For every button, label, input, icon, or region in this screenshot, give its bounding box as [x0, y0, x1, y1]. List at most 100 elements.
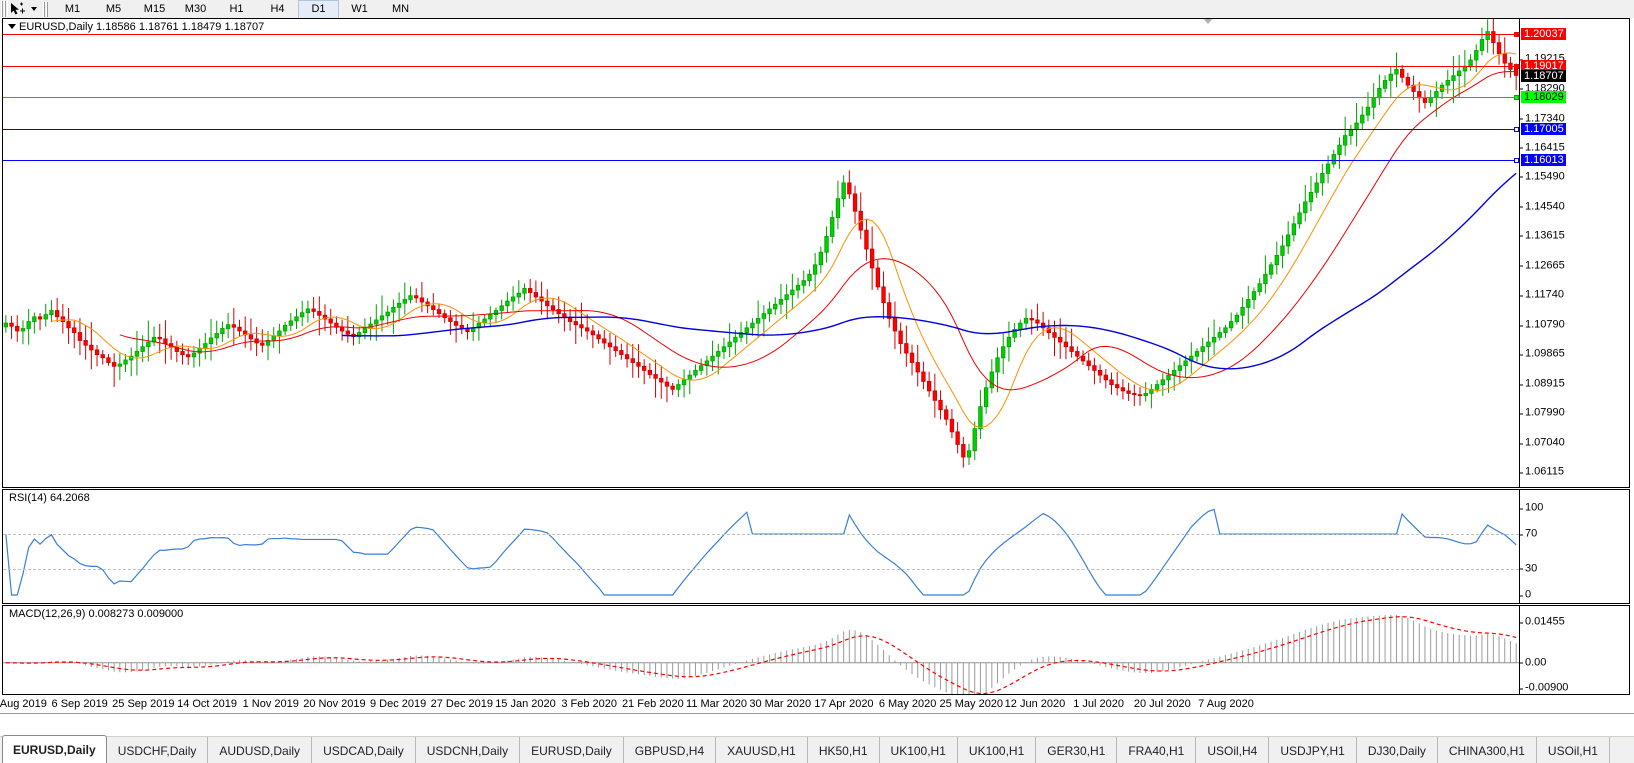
level-drag-handle[interactable] — [1514, 63, 1519, 69]
price-tick: 1.08915 — [1520, 377, 1565, 390]
macd-tick: -0.00900 — [1519, 681, 1569, 694]
price-tick: 1.06115 — [1520, 465, 1564, 478]
date-axis-label: 3 Feb 2020 — [561, 698, 617, 710]
chart-tab[interactable]: GBPUSD,H4 — [623, 737, 717, 763]
chart-tab[interactable]: EURUSD,Daily — [2, 735, 107, 763]
price-tick: 1.11740 — [1520, 288, 1564, 301]
chart-tab[interactable]: AUDUSD,Daily — [208, 737, 313, 763]
date-axis-label: 14 Oct 2019 — [177, 698, 238, 710]
date-axis-label: 17 Apr 2020 — [814, 698, 874, 710]
chart-tab[interactable]: USDJPY,H1 — [1269, 737, 1357, 763]
date-axis-label: 12 Jun 2020 — [1004, 698, 1066, 710]
date-axis-label: 15 Jan 2020 — [495, 698, 556, 710]
price-scale[interactable]: 1.192151.182901.173401.164151.154901.145… — [1519, 19, 1629, 487]
candlestick-series — [3, 19, 1519, 468]
timeframe-button-mn[interactable]: MN — [391, 3, 410, 15]
level-drag-handle[interactable] — [1514, 31, 1519, 37]
horizontal-level-line[interactable] — [3, 94, 1519, 100]
price-plot[interactable] — [3, 19, 1519, 487]
toolbar-dropdown-icon[interactable] — [28, 1, 40, 17]
price-label-red[interactable]: 1.19017 — [1521, 59, 1566, 72]
price-chart-panel[interactable]: EURUSD,Daily 1.18586 1.18761 1.18479 1.1… — [2, 18, 1630, 488]
chart-tab[interactable]: DJ30,Daily — [1356, 737, 1438, 763]
horizontal-level-line[interactable] — [3, 31, 1519, 37]
level-drag-handle[interactable] — [1514, 127, 1519, 133]
macd-tick: 0.01455 — [1520, 615, 1565, 628]
price-label-blue[interactable]: 1.16013 — [1521, 154, 1566, 167]
chart-tab[interactable]: EURUSD,Daily — [520, 737, 624, 763]
date-axis-label: 1 Jul 2020 — [1073, 698, 1125, 710]
chart-canvas-area[interactable]: EURUSD,Daily 1.18586 1.18761 1.18479 1.1… — [0, 18, 1634, 713]
chart-tab[interactable]: GER30,H1 — [1036, 737, 1118, 763]
date-axis-label: 11 Mar 2020 — [686, 698, 747, 710]
date-axis-label: 25 Sep 2019 — [112, 698, 175, 710]
chart-tab[interactable]: USOil,H1 — [1536, 737, 1610, 763]
crosshair-cursor-icon[interactable] — [8, 1, 28, 17]
rsi-line — [5, 508, 1517, 596]
timeframe-toolbar: M1 M5 M15 M30 H1 H4 D1 W1 MN — [0, 0, 1634, 19]
date-axis-label: 6 Sep 2019 — [51, 698, 108, 710]
rsi-scale: 100 70 30 0 — [1519, 490, 1629, 603]
rsi-label: RSI(14) 64.2068 — [7, 492, 92, 504]
rsi-tick: 0 — [1519, 588, 1532, 601]
rsi-indicator-panel[interactable]: RSI(14) 64.2068 100 70 30 0 — [2, 489, 1630, 604]
horizontal-level-line[interactable] — [3, 158, 1519, 164]
macd-histogram — [3, 614, 1519, 694]
macd-plot[interactable] — [3, 606, 1519, 694]
date-axis-label: 20 Jul 2020 — [1133, 698, 1191, 710]
price-label-black[interactable]: 1.18707 — [1521, 69, 1566, 82]
timeframe-button-d1[interactable]: D1 — [298, 0, 339, 19]
chart-tab[interactable]: FRA40,H1 — [1117, 737, 1197, 763]
price-label-red[interactable]: 1.20037 — [1521, 27, 1566, 40]
rsi-tick: 70 — [1519, 527, 1538, 540]
price-tick: 1.12665 — [1520, 259, 1565, 272]
macd-indicator-panel[interactable]: MACD(12,26,9) 0.008273 0.009000 0.01455 0… — [2, 605, 1630, 695]
price-tick: 1.14540 — [1520, 200, 1565, 213]
price-tick: 1.07990 — [1520, 406, 1565, 419]
chart-tab[interactable]: CHINA300,H1 — [1437, 737, 1537, 763]
price-tick: 1.10790 — [1520, 318, 1565, 331]
chart-tab[interactable]: UK100,H1 — [879, 737, 958, 763]
timeframe-button-m5[interactable]: M5 — [105, 3, 122, 15]
horizontal-level-line[interactable] — [3, 63, 1519, 69]
chart-title: EURUSD,Daily 1.18586 1.18761 1.18479 1.1… — [19, 21, 265, 33]
date-axis-label: 30 Mar 2020 — [749, 698, 812, 710]
chart-tab[interactable]: USDCAD,Daily — [312, 737, 416, 763]
chart-tab[interactable]: XAUUSD,H1 — [716, 737, 808, 763]
price-tick: 1.09865 — [1520, 347, 1565, 360]
chart-tab[interactable]: USDCNH,Daily — [415, 737, 521, 763]
price-label-green[interactable]: 1.18029 — [1521, 90, 1566, 103]
timeframe-button-m30[interactable]: M30 — [184, 3, 207, 15]
timeframe-button-w1[interactable]: W1 — [351, 3, 368, 15]
chart-tab[interactable]: HK50,H1 — [807, 737, 880, 763]
chart-tab[interactable]: USOil,H4 — [1196, 737, 1270, 763]
level-drag-handle[interactable] — [1514, 158, 1519, 164]
timeframe-button-m15[interactable]: M15 — [143, 3, 166, 15]
toolbar-drag-handle[interactable] — [1, 1, 8, 17]
date-axis-label: 25 May 2020 — [939, 698, 1004, 710]
toolbar-separator — [43, 1, 49, 17]
timeframe-button-h1[interactable]: H1 — [229, 3, 244, 15]
price-tick: 1.13615 — [1520, 229, 1565, 242]
macd-label: MACD(12,26,9) 0.008273 0.009000 — [7, 608, 186, 620]
chart-menu-caret-icon[interactable] — [8, 24, 16, 29]
date-axis-label: 6 May 2020 — [878, 698, 937, 710]
horizontal-level-line[interactable] — [3, 127, 1519, 133]
date-axis-label: 27 Dec 2019 — [430, 698, 493, 710]
macd-tick: 0.00 — [1519, 656, 1547, 669]
price-label-blue[interactable]: 1.17005 — [1521, 123, 1566, 136]
price-tick: 1.16415 — [1520, 141, 1565, 154]
date-axis-label: 1 Nov 2019 — [242, 698, 299, 710]
rsi-plot[interactable] — [3, 490, 1519, 603]
rsi-tick: 30 — [1519, 562, 1538, 575]
level-drag-handle[interactable] — [1514, 94, 1519, 100]
timeframe-button-m1[interactable]: M1 — [64, 3, 81, 15]
chart-tab[interactable]: UK100,H1 — [957, 737, 1037, 763]
rsi-level-70 — [3, 534, 1519, 536]
rsi-level-30 — [3, 568, 1519, 570]
date-axis-label: 9 Dec 2019 — [369, 698, 427, 710]
chart-tab[interactable]: USDCHF,Daily — [106, 737, 209, 763]
timeframe-button-h4[interactable]: H4 — [270, 3, 285, 15]
